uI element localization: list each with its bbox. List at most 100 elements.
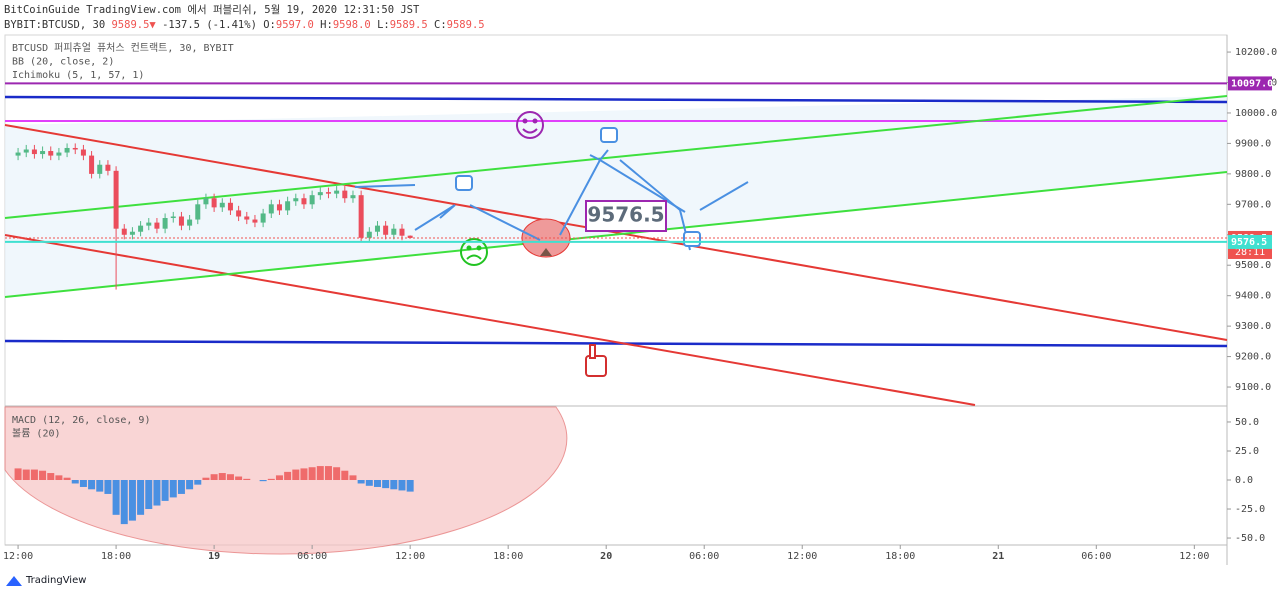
macd-bar bbox=[259, 480, 267, 482]
brand: TradingView bbox=[25, 575, 86, 586]
x-tick-label: 06:00 bbox=[1081, 551, 1111, 562]
candle-body bbox=[138, 225, 144, 232]
macd-bar bbox=[349, 475, 357, 481]
trend-line bbox=[4, 124, 1228, 341]
macd-bar bbox=[137, 480, 145, 515]
macd-bar bbox=[308, 467, 316, 481]
macd-bar bbox=[14, 468, 22, 481]
y-tick-label: 25.0 bbox=[1235, 446, 1259, 457]
price-label-box bbox=[1228, 234, 1272, 249]
candle-body bbox=[260, 213, 266, 223]
macd-bar bbox=[275, 475, 283, 481]
price-label: 9576.5 bbox=[1231, 237, 1267, 248]
macd-bar bbox=[63, 477, 71, 481]
candle-body bbox=[40, 151, 46, 155]
candle-body bbox=[15, 152, 21, 156]
candle-body bbox=[56, 152, 62, 156]
candle-body bbox=[97, 164, 103, 174]
candle-body bbox=[48, 151, 54, 156]
macd-bar bbox=[88, 480, 96, 490]
legend-text: 볼륨 (20) bbox=[12, 428, 61, 440]
candle-body bbox=[252, 219, 258, 223]
candle-body bbox=[64, 147, 70, 153]
y-tick-label: 50.0 bbox=[1235, 417, 1259, 428]
candle-body bbox=[146, 222, 152, 226]
y-tick-label: 0.0 bbox=[1235, 475, 1253, 486]
smiley-happy bbox=[516, 111, 544, 139]
macd-bar bbox=[406, 480, 414, 492]
macd-bar bbox=[365, 480, 373, 486]
candle-body bbox=[203, 198, 209, 205]
price-label: 10097.0 bbox=[1231, 78, 1273, 89]
candle-body bbox=[121, 228, 127, 235]
publish-line: BitCoinGuide TradingView.com 에서 퍼블리쉬, 5월… bbox=[4, 4, 420, 16]
arrow-icon bbox=[540, 248, 552, 256]
macd-bar bbox=[373, 480, 381, 487]
trend-line bbox=[4, 95, 1228, 219]
candle-body bbox=[301, 198, 307, 205]
x-tick-label: 12:00 bbox=[787, 551, 817, 562]
ohlc-value: 9597.0 bbox=[275, 19, 314, 31]
y-tick-label: 9700.0 bbox=[1235, 199, 1271, 210]
x-tick-label: 12:00 bbox=[395, 551, 425, 562]
macd-bar bbox=[218, 473, 226, 481]
ohlc: O:9597.0 H:9598.0 L:9589.5 C:9589.5 bbox=[263, 19, 484, 31]
macd-bar bbox=[128, 480, 136, 521]
candle-body bbox=[374, 225, 380, 232]
x-tick-label: 06:00 bbox=[297, 551, 327, 562]
price-label-box bbox=[1228, 76, 1272, 91]
x-tick-label: 12:00 bbox=[3, 551, 33, 562]
y-tick-label: 9500.0 bbox=[1235, 260, 1271, 271]
macd-bar bbox=[202, 477, 210, 481]
macd-bar bbox=[194, 480, 202, 485]
channel-shade bbox=[5, 96, 1227, 297]
candle-body bbox=[178, 216, 184, 226]
candle-body bbox=[366, 231, 372, 238]
macd-bar bbox=[357, 480, 365, 484]
change: -137.5 (-1.41%) bbox=[162, 19, 257, 31]
macd-bar bbox=[226, 474, 234, 481]
x-tick-label: 18:00 bbox=[101, 551, 131, 562]
candle-body bbox=[342, 190, 348, 199]
candle-body bbox=[399, 228, 405, 236]
macd-bar bbox=[267, 478, 275, 481]
x-tick-label: 12:00 bbox=[1179, 551, 1209, 562]
candle-body bbox=[105, 164, 111, 171]
legend-text: Ichimoku (5, 1, 57, 1) bbox=[12, 70, 144, 81]
y-tick-label: 9400.0 bbox=[1235, 291, 1271, 302]
x-tick-label: 19 bbox=[208, 551, 220, 562]
macd-bar bbox=[390, 480, 398, 490]
ohlc-label: O: bbox=[263, 19, 276, 31]
candle-body bbox=[154, 222, 160, 229]
y-tick-label: 9200.0 bbox=[1235, 352, 1271, 363]
x-tick-label: 06:00 bbox=[689, 551, 719, 562]
candle-body bbox=[31, 149, 37, 155]
macd-bar bbox=[47, 473, 55, 481]
legend-text: BB (20, close, 2) bbox=[12, 57, 114, 68]
x-tick-label: 21 bbox=[992, 551, 1004, 562]
macd-bar bbox=[177, 480, 185, 494]
candle-body bbox=[227, 202, 233, 211]
macd-bar bbox=[161, 480, 169, 501]
macd-bar bbox=[292, 469, 300, 481]
macd-bar bbox=[235, 476, 243, 481]
candle-body bbox=[407, 235, 413, 238]
candle-body bbox=[350, 195, 356, 199]
macd-bar bbox=[71, 480, 79, 484]
macd-bar bbox=[104, 480, 112, 494]
candle-body bbox=[383, 225, 389, 235]
macd-bar bbox=[30, 469, 38, 481]
macd-bar bbox=[382, 480, 390, 489]
change-arrow: ▼ bbox=[149, 19, 156, 31]
y-tick-label: 9900.0 bbox=[1235, 138, 1271, 149]
x-tick-label: 18:00 bbox=[493, 551, 523, 562]
candle-body bbox=[113, 170, 119, 229]
candle-body bbox=[244, 216, 250, 220]
smiley-sad bbox=[460, 238, 488, 266]
macd-bar bbox=[284, 471, 292, 481]
macd-bar bbox=[79, 480, 87, 487]
candle-body bbox=[187, 219, 193, 226]
candle-body bbox=[80, 149, 86, 156]
candle-body bbox=[325, 192, 331, 194]
